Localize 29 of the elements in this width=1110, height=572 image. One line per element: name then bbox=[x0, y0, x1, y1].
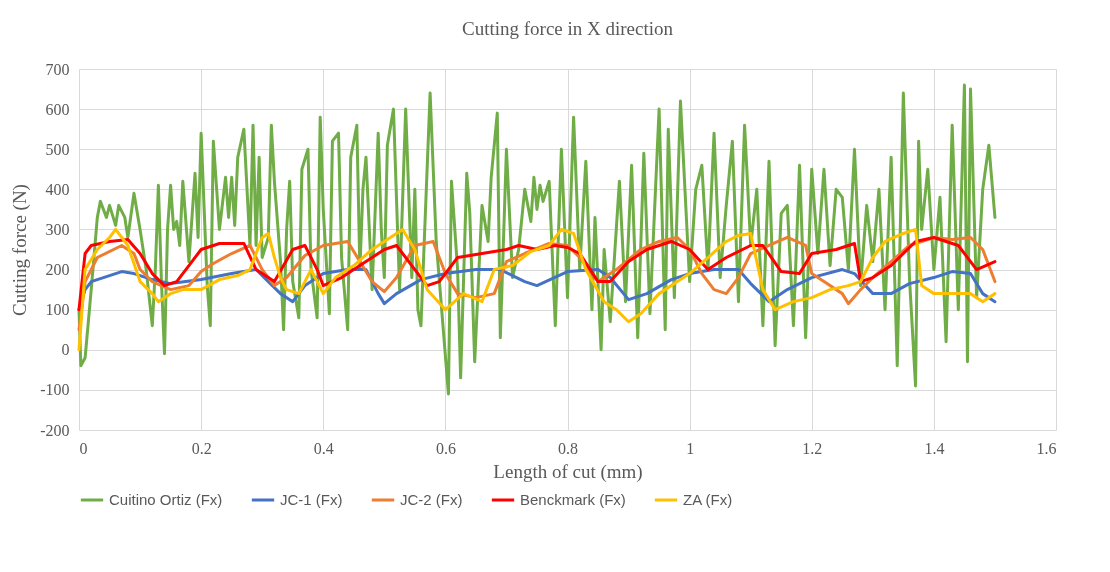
chart-title: Cutting force in X direction bbox=[461, 18, 674, 39]
y-tick-label: -200 bbox=[40, 421, 70, 439]
y-tick-label: 600 bbox=[45, 100, 70, 118]
legend-label: JC-2 (Fx) bbox=[400, 491, 463, 508]
x-tick-label: 1.6 bbox=[1036, 439, 1057, 457]
x-tick-label: 0.6 bbox=[435, 439, 456, 457]
line-series bbox=[77, 227, 997, 352]
y-tick-label: 0 bbox=[61, 341, 70, 359]
x-axis-title: Length of cut (mm) bbox=[493, 460, 643, 483]
y-tick-label: 500 bbox=[45, 140, 70, 158]
legend-label: Benckmark (Fx) bbox=[520, 491, 626, 508]
line-series bbox=[77, 235, 997, 312]
y-tick-label: 400 bbox=[45, 180, 70, 198]
y-tick-label: 200 bbox=[45, 261, 70, 279]
x-tick-label: 0.8 bbox=[558, 439, 578, 457]
y-tick-label: 700 bbox=[45, 60, 70, 78]
x-tick-label: 1 bbox=[686, 439, 695, 457]
x-tick-label: 0 bbox=[79, 439, 88, 457]
legend-label: JC-1 (Fx) bbox=[280, 491, 343, 508]
y-tick-label: 100 bbox=[45, 301, 70, 319]
y-tick-label: 300 bbox=[45, 220, 70, 238]
y-axis-title: Cutting force (N) bbox=[9, 184, 32, 316]
x-tick-label: 0.2 bbox=[191, 439, 212, 457]
legend-label: ZA (Fx) bbox=[683, 491, 733, 508]
x-tick-label: 1.4 bbox=[924, 439, 945, 457]
x-tick-label: 0.4 bbox=[313, 439, 334, 457]
y-tick-label: -100 bbox=[40, 381, 70, 399]
x-tick-label: 1.2 bbox=[802, 439, 823, 457]
legend-label: Cuitino Ortiz (Fx) bbox=[109, 491, 223, 508]
